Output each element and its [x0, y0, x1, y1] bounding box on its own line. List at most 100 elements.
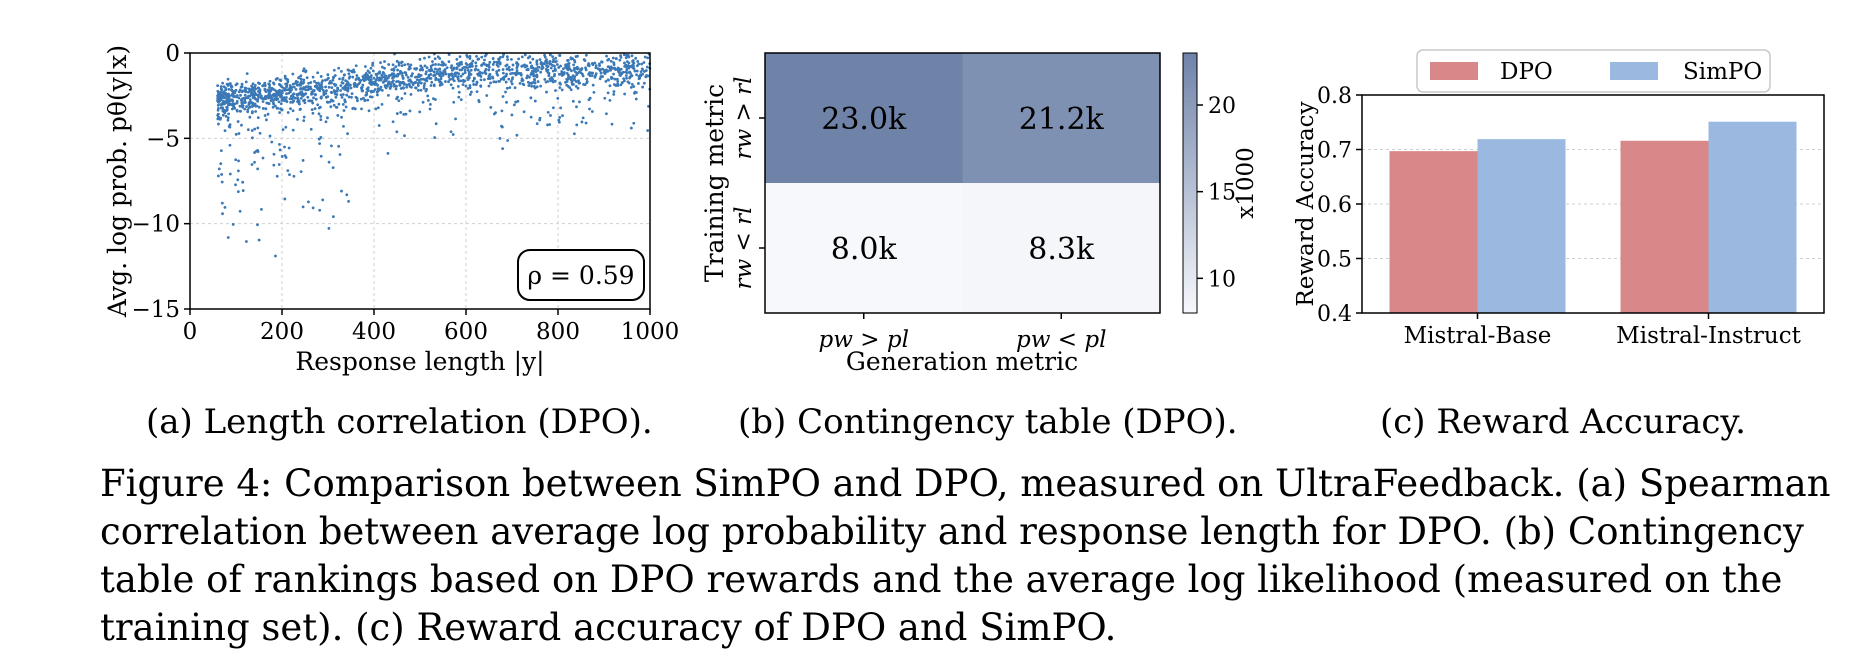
scatter-point: [272, 94, 276, 98]
scatter-point: [333, 92, 337, 96]
scatter-point: [349, 86, 353, 90]
scatter-point: [451, 75, 455, 79]
scatter-point: [549, 114, 552, 117]
scatter-point: [301, 159, 305, 162]
scatter-point: [505, 55, 509, 59]
scatter-point: [386, 152, 390, 155]
scatter-point: [297, 99, 300, 103]
scatter-point: [606, 91, 610, 95]
x-category-c: Mistral-Instruct: [1616, 323, 1801, 349]
scatter-point: [618, 58, 622, 62]
scatter-point: [340, 115, 343, 119]
scatter-point: [452, 100, 456, 104]
scatter-point: [367, 109, 371, 113]
heatmap-cell: [962, 183, 1160, 313]
scatter-point: [377, 124, 381, 127]
scatter-point: [372, 81, 375, 85]
scatter-point: [362, 96, 365, 100]
scatter-point: [483, 71, 487, 75]
scatter-point: [219, 95, 223, 99]
heatmap-cell-label: 8.0k: [831, 232, 898, 267]
scatter-point: [508, 68, 512, 72]
scatter-point: [296, 92, 300, 96]
scatter-point: [522, 83, 526, 87]
scatter-point: [280, 91, 284, 95]
scatter-point: [459, 74, 463, 78]
scatter-point: [414, 80, 418, 84]
scatter-point: [341, 93, 345, 96]
scatter-point: [283, 74, 287, 78]
scatter-point: [330, 81, 333, 85]
scatter-point: [504, 90, 507, 94]
scatter-point: [495, 70, 499, 73]
scatter-point: [507, 65, 511, 69]
scatter-point: [304, 85, 308, 89]
scatter-point: [223, 129, 227, 133]
scatter-point: [556, 96, 560, 100]
scatter-point: [403, 92, 407, 95]
scatter-point: [433, 136, 437, 139]
scatter-point: [463, 68, 467, 72]
scatter-point: [376, 106, 380, 110]
scatter-point: [337, 102, 341, 106]
scatter-point: [559, 64, 562, 68]
scatter-point: [297, 102, 301, 106]
scatter-point: [468, 86, 472, 90]
scatter-point: [248, 106, 251, 109]
scatter-point: [246, 110, 250, 114]
scatter-point: [598, 64, 601, 67]
scatter-point: [470, 62, 474, 66]
scatter-point: [441, 63, 445, 67]
scatter-point: [449, 66, 453, 70]
scatter-point: [311, 75, 315, 79]
scatter-point: [438, 83, 442, 87]
scatter-point: [338, 153, 342, 156]
scatter-point: [634, 56, 638, 60]
scatter-point: [329, 105, 333, 109]
scatter-point: [275, 174, 279, 178]
scatter-point: [347, 76, 351, 80]
scatter-point: [527, 84, 531, 87]
scatter-point: [581, 116, 585, 120]
scatter-point: [256, 81, 260, 85]
scatter-point: [303, 101, 307, 105]
scatter-point: [428, 107, 432, 111]
scatter-point: [278, 111, 282, 114]
scatter-point: [637, 62, 641, 66]
scatter-point: [561, 67, 565, 71]
scatter-point: [234, 183, 237, 187]
scatter-point: [256, 126, 260, 130]
scatter-point: [256, 99, 259, 103]
scatter-point: [603, 96, 607, 100]
scatter-point: [402, 112, 406, 116]
scatter-point: [372, 90, 376, 93]
scatter-point: [342, 124, 345, 128]
scatter-point: [347, 199, 350, 203]
scatter-point: [253, 160, 256, 164]
scatter-point: [350, 95, 353, 99]
scatter-point: [590, 110, 594, 113]
scatter-point: [430, 80, 434, 84]
scatter-point: [302, 81, 306, 84]
scatter-point: [464, 84, 468, 88]
scatter-point: [555, 63, 559, 66]
scatter-point: [307, 200, 310, 204]
scatter-point: [218, 98, 221, 102]
scatter-point: [257, 105, 261, 109]
scatter-point: [288, 88, 292, 92]
scatter-point: [315, 85, 319, 89]
scatter-point: [558, 54, 562, 57]
scatter-point: [610, 122, 614, 126]
scatter-point: [578, 100, 581, 104]
scatter-point: [331, 166, 335, 170]
scatter-point: [479, 78, 483, 82]
scatter-point: [223, 96, 227, 100]
y-tick-label-c: 0.8: [1317, 84, 1352, 109]
scatter-point: [376, 76, 379, 80]
scatter-point: [632, 121, 636, 125]
scatter-point: [226, 236, 230, 239]
scatter-point: [366, 77, 369, 80]
y-axis-label-a: Avg. log prob. pθ(y|x): [103, 45, 133, 318]
scatter-point: [454, 117, 457, 121]
scatter-point: [237, 132, 241, 135]
